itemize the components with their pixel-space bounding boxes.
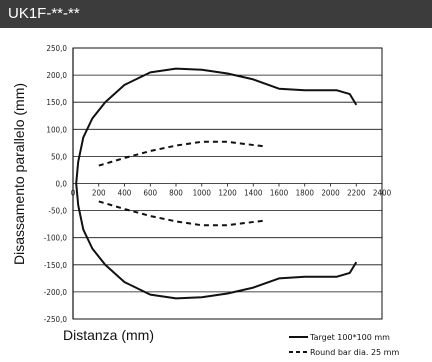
series-layer	[75, 67, 358, 300]
axis-layer	[72, 47, 383, 320]
x-tick-label: 1200	[218, 189, 237, 198]
x-tick-label: 1800	[296, 189, 315, 198]
y-tick-label: -100,0	[44, 234, 68, 243]
y-tick-labels: 250,0 200,0 150,0 100,0 50,0 0,0 -50,0 -100,0 -1…	[44, 44, 68, 324]
series-target-line	[75, 67, 358, 300]
x-tick-label: 1000	[193, 189, 212, 198]
y-tick-label: 250,0	[46, 44, 67, 53]
title-bar: UK1F-**-**	[0, 0, 432, 28]
y-tick-label: -50,0	[48, 207, 67, 216]
y-tick-label: 200,0	[46, 71, 67, 80]
legend-label-target: Target 100*100 mm	[309, 333, 390, 342]
y-tick-label: 150,0	[46, 98, 67, 107]
x-axis-title: Distanza (mm)	[63, 327, 154, 343]
x-tick-label: 200	[92, 189, 106, 198]
x-tick-label: 1400	[244, 189, 263, 198]
y-tick-label: 100,0	[46, 125, 67, 134]
y-tick-label: 0,0	[56, 180, 68, 189]
y-tick-label: -150,0	[44, 261, 68, 270]
y-tick-label: -200,0	[44, 288, 68, 297]
x-tick-label: 2000	[321, 189, 340, 198]
x-tick-label: 1600	[270, 189, 289, 198]
chart-title: UK1F-**-**	[8, 5, 80, 22]
y-axis-title: Disassamento parallelo (mm)	[11, 83, 27, 265]
x-tick-label: 400	[118, 189, 132, 198]
legend-label-round-bar: Round bar dia. 25 mm	[310, 348, 399, 357]
x-tick-label: 800	[169, 189, 183, 198]
y-tick-label: 50,0	[51, 152, 67, 161]
x-tick-label: 2400	[373, 189, 392, 198]
legend: Target 100*100 mm Round bar dia. 25 mm	[289, 333, 399, 357]
y-tick-label: -250,0	[44, 315, 68, 324]
x-tick-label: 600	[143, 189, 157, 198]
x-tick-label: 2200	[347, 189, 366, 198]
series-round-bar-upper-line	[98, 140, 267, 167]
x-tick-label: 0	[71, 189, 76, 198]
x-tick-labels: 0 200 400 600 800 1000 1200 1400 1600 1800 2000 220…	[71, 189, 392, 198]
series-round-bar-lower-line	[98, 200, 267, 227]
